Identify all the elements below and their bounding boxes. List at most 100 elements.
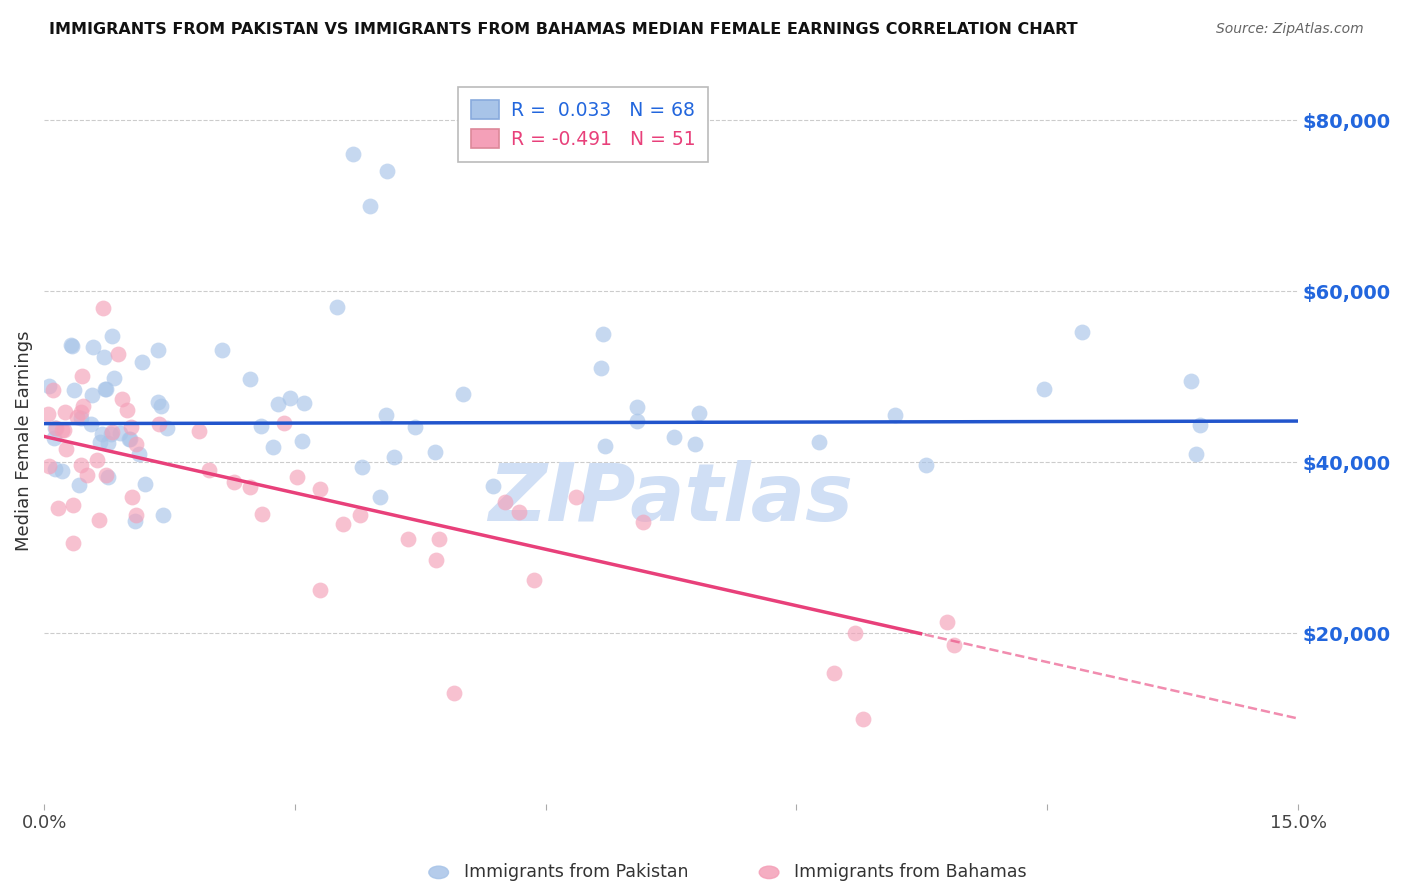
Point bbox=[44, 462, 66, 476]
Point bbox=[292, 396, 315, 410]
Point bbox=[72, 399, 94, 413]
Point bbox=[87, 513, 110, 527]
Point bbox=[309, 482, 332, 496]
Point bbox=[326, 300, 349, 314]
Point bbox=[1185, 448, 1208, 462]
Point bbox=[100, 426, 122, 441]
Point bbox=[250, 507, 273, 521]
Point bbox=[107, 347, 129, 361]
Point bbox=[807, 435, 830, 450]
Text: Immigrants from Pakistan: Immigrants from Pakistan bbox=[464, 863, 689, 881]
Point bbox=[404, 419, 426, 434]
Point bbox=[494, 495, 516, 509]
Point bbox=[148, 343, 170, 357]
Point bbox=[427, 532, 450, 546]
Point bbox=[156, 421, 179, 435]
Point bbox=[131, 355, 153, 369]
Point bbox=[150, 400, 173, 414]
Point bbox=[626, 400, 648, 414]
Point bbox=[55, 442, 77, 457]
Point bbox=[368, 490, 391, 504]
Point bbox=[103, 370, 125, 384]
Point bbox=[62, 499, 84, 513]
Point bbox=[120, 420, 142, 434]
Point bbox=[1070, 325, 1092, 339]
Point bbox=[91, 301, 114, 316]
Point bbox=[97, 470, 120, 484]
Point bbox=[267, 397, 290, 411]
Point bbox=[883, 408, 905, 422]
Point bbox=[89, 435, 111, 450]
Point bbox=[211, 343, 233, 357]
Point bbox=[262, 441, 284, 455]
Point bbox=[273, 417, 295, 431]
Point bbox=[42, 383, 65, 397]
Point bbox=[66, 409, 89, 424]
Point bbox=[1188, 418, 1211, 433]
Point bbox=[1180, 374, 1202, 388]
Point bbox=[86, 453, 108, 467]
Point bbox=[683, 437, 706, 451]
Point bbox=[82, 340, 104, 354]
Text: ZIPatlas: ZIPatlas bbox=[488, 460, 853, 538]
Point bbox=[134, 477, 156, 491]
Point bbox=[124, 514, 146, 528]
Point bbox=[375, 164, 398, 178]
Point bbox=[823, 665, 845, 680]
Point bbox=[124, 436, 146, 450]
Point bbox=[97, 436, 120, 450]
Text: Immigrants from Bahamas: Immigrants from Bahamas bbox=[794, 863, 1026, 881]
Point bbox=[111, 392, 134, 406]
Point bbox=[935, 615, 957, 629]
Point bbox=[38, 379, 60, 393]
Point bbox=[508, 505, 530, 519]
Point bbox=[80, 417, 103, 432]
Point bbox=[332, 516, 354, 531]
Point bbox=[148, 417, 170, 432]
Point bbox=[239, 480, 262, 494]
Point bbox=[349, 508, 371, 523]
Point bbox=[342, 147, 364, 161]
Point bbox=[96, 382, 118, 396]
Point bbox=[198, 463, 221, 477]
Point bbox=[239, 371, 262, 385]
Point bbox=[942, 638, 965, 652]
Legend: R =  0.033   N = 68, R = -0.491   N = 51: R = 0.033 N = 68, R = -0.491 N = 51 bbox=[458, 87, 709, 162]
Point bbox=[118, 432, 141, 446]
Point bbox=[626, 414, 648, 428]
Point bbox=[844, 625, 866, 640]
Point bbox=[482, 479, 505, 493]
Point bbox=[60, 339, 83, 353]
Point bbox=[38, 458, 60, 473]
Point bbox=[187, 424, 209, 438]
Point bbox=[70, 411, 93, 425]
Point bbox=[1033, 382, 1056, 396]
Point bbox=[51, 423, 73, 437]
Point bbox=[565, 490, 588, 504]
Point bbox=[425, 553, 447, 567]
Point bbox=[45, 420, 67, 434]
Point bbox=[664, 430, 686, 444]
Point bbox=[51, 464, 73, 478]
Point bbox=[44, 421, 66, 435]
Point bbox=[250, 419, 273, 434]
Point bbox=[117, 403, 139, 417]
Point bbox=[278, 391, 301, 405]
Point bbox=[589, 361, 612, 376]
Point bbox=[384, 450, 406, 465]
Point bbox=[523, 573, 546, 587]
Point bbox=[593, 439, 616, 453]
Point bbox=[80, 388, 103, 402]
Point bbox=[396, 533, 419, 547]
Point bbox=[101, 425, 124, 439]
Text: Source: ZipAtlas.com: Source: ZipAtlas.com bbox=[1216, 22, 1364, 37]
Point bbox=[852, 712, 875, 726]
Point bbox=[359, 199, 381, 213]
Text: IMMIGRANTS FROM PAKISTAN VS IMMIGRANTS FROM BAHAMAS MEDIAN FEMALE EARNINGS CORRE: IMMIGRANTS FROM PAKISTAN VS IMMIGRANTS F… bbox=[49, 22, 1078, 37]
Y-axis label: Median Female Earnings: Median Female Earnings bbox=[15, 330, 32, 551]
Point bbox=[152, 508, 174, 522]
Point bbox=[70, 369, 93, 384]
Point bbox=[93, 350, 115, 364]
Point bbox=[914, 458, 936, 473]
Point bbox=[121, 490, 143, 504]
